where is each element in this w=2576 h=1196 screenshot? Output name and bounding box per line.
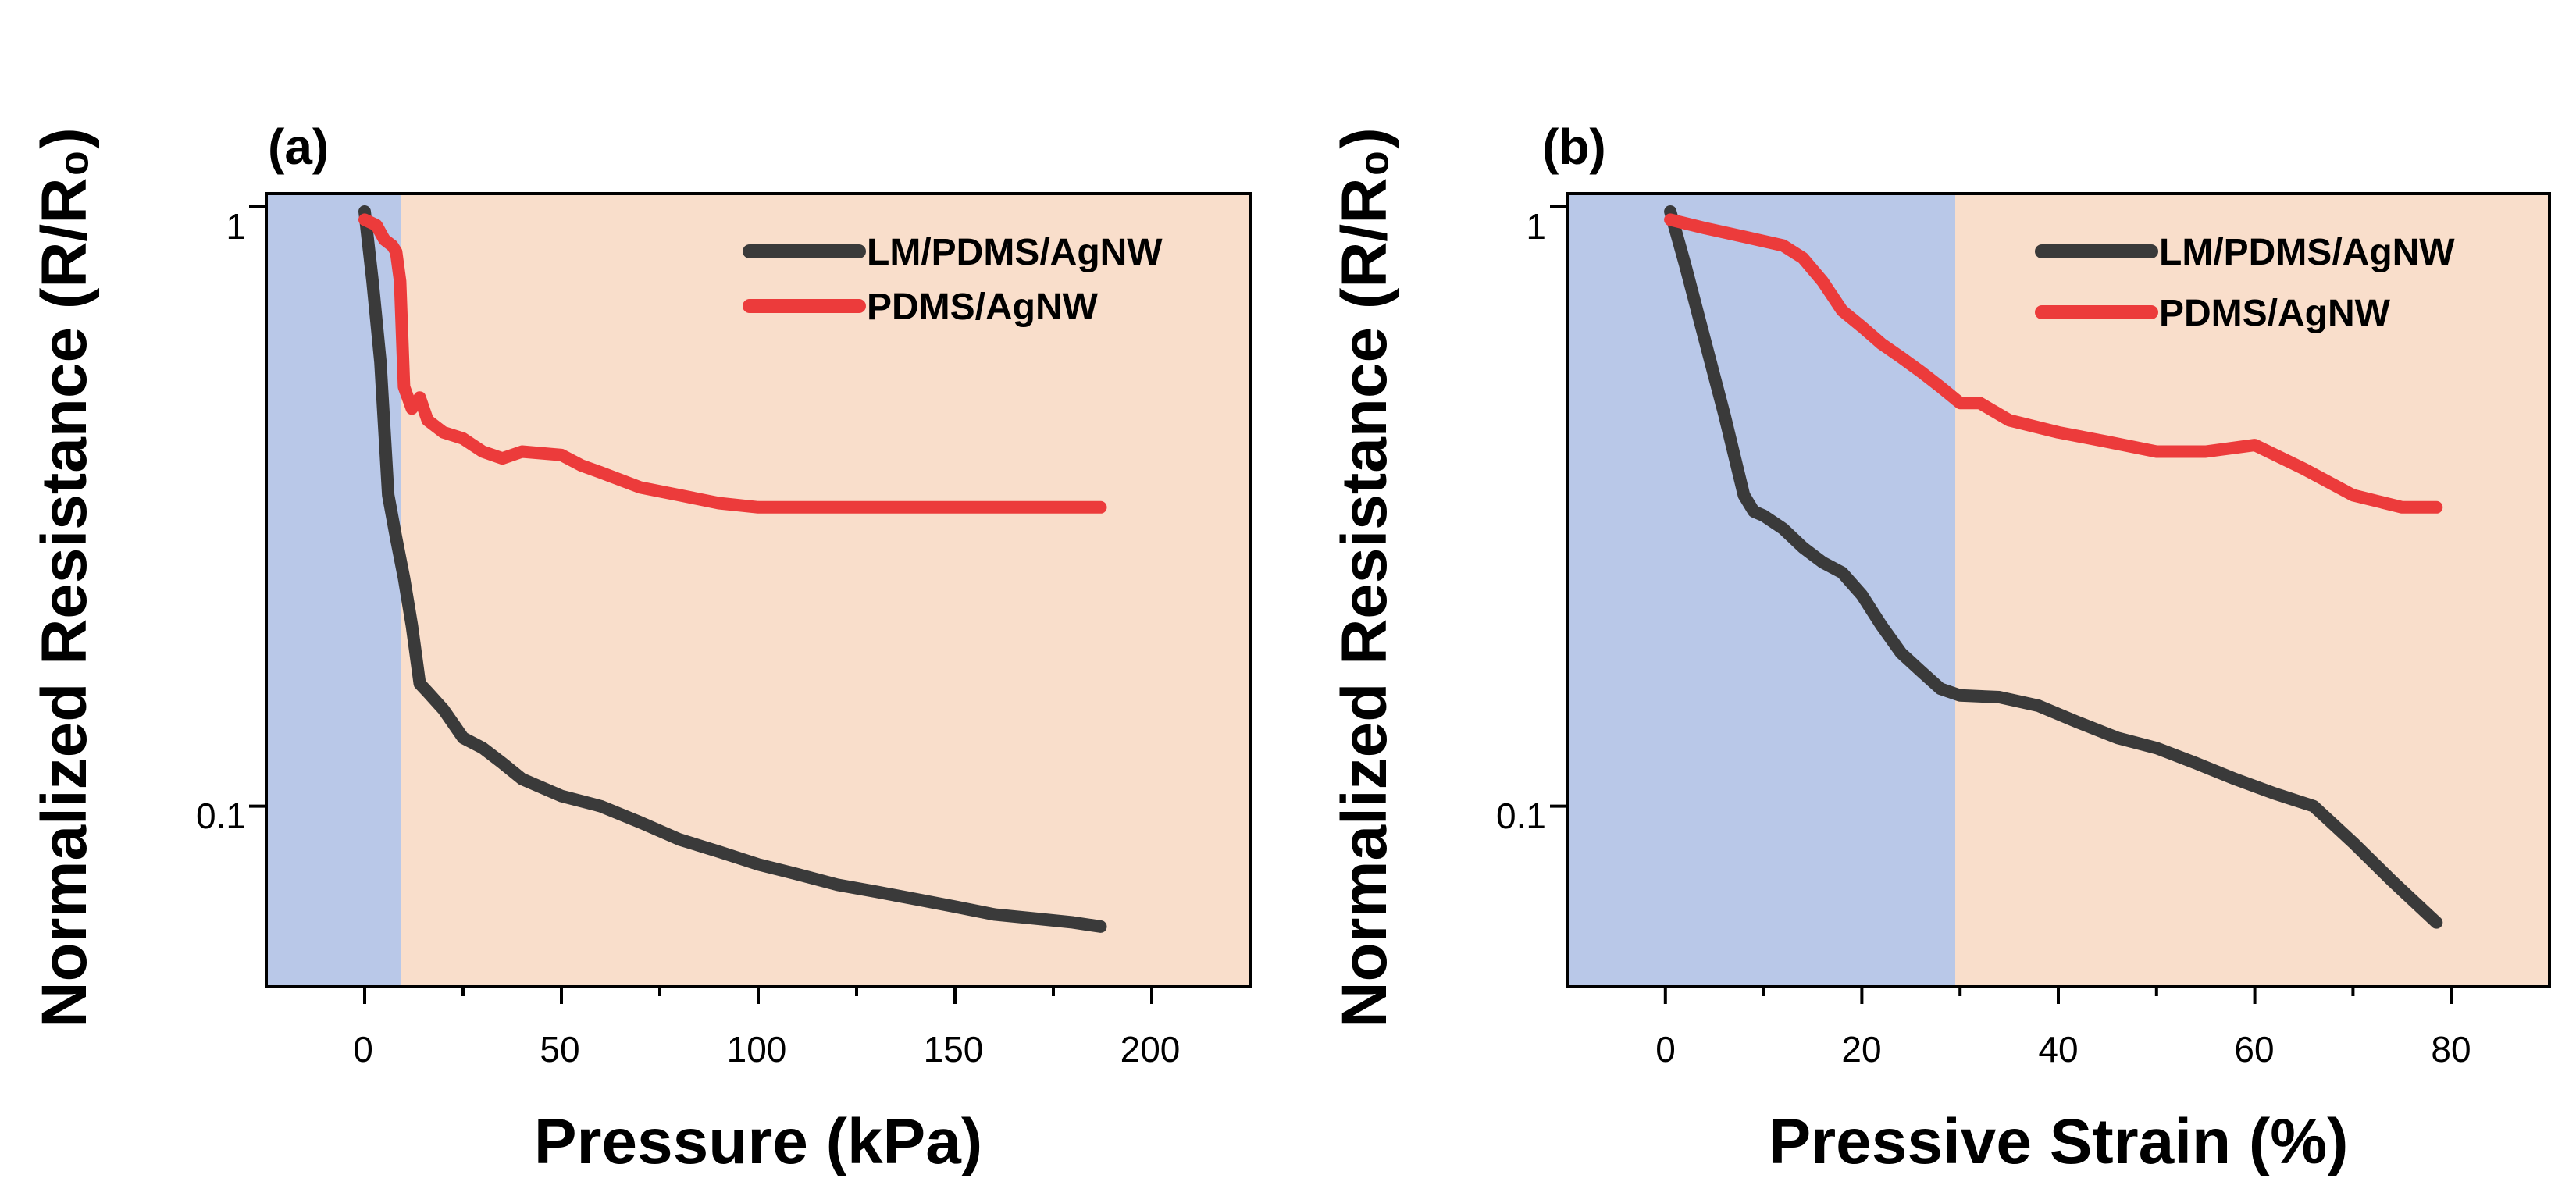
panel-a-region-orange [401,194,1250,987]
panel-a-y-axis-title: Normalized Resistance (R/R₀) [29,127,100,1027]
panel-b-legend-text-lm: LM/PDMS/AgNW [2159,232,2455,273]
panel-a-series-line-pdms [358,213,1107,514]
panel-a-x-axis-title: Pressure (kPa) [534,1106,982,1177]
panel-b: (b) 1 0.1 0 20 40 60 80 Pressive Strain … [1329,119,2551,1177]
panel-b-label: (b) [1542,119,1606,175]
panel-a: (a) 1 0.1 0 50 100 150 200 Pressure (kPa… [29,119,1252,1177]
panel-a-xtick-label-1: 50 [540,1029,579,1070]
panel-b-xtick-label-1: 20 [1841,1029,1881,1070]
panel-b-series-line-lm [1664,205,2443,929]
panel-b-xtick-label-4: 80 [2431,1029,2471,1070]
panel-b-xtick-label-3: 60 [2234,1029,2274,1070]
panel-a-xtick-label-4: 200 [1121,1029,1181,1070]
panel-a-xtick-label-2: 100 [727,1029,787,1070]
panel-b-ytick-label-1: 1 [1526,206,1546,247]
panel-b-xtick-label-0: 0 [1655,1029,1676,1070]
panel-b-region-orange [1955,194,2549,987]
panel-a-legend-text-pdms: PDMS/AgNW [867,287,1099,328]
panel-a-ytick-label-0: 0.1 [196,796,246,836]
panel-b-y-axis-title: Normalized Resistance (R/R₀) [1329,127,1400,1027]
panel-b-ytick-label-0: 0.1 [1496,796,1546,836]
panel-a-legend: LM/PDMS/AgNW PDMS/AgNW [743,232,1163,328]
panel-b-x-axis-title: Pressive Strain (%) [1769,1106,2349,1177]
panel-b-legend: LM/PDMS/AgNW PDMS/AgNW [2035,232,2455,334]
panel-b-legend-text-pdms: PDMS/AgNW [2159,293,2391,334]
panel-a-xtick-label-3: 150 [924,1029,984,1070]
panel-a-series-line-lm [358,205,1107,933]
panel-b-series-line-pdms [1664,213,2443,514]
panel-b-ticks [1550,205,2453,1004]
panel-a-legend-text-lm: LM/PDMS/AgNW [867,232,1163,273]
panel-b-region-blue [1567,194,1955,987]
panel-b-series-group [1664,205,2443,929]
panel-a-series-group [358,205,1107,933]
panel-a-ticks [249,205,1153,1004]
panel-a-ytick-label-1: 1 [226,206,246,247]
panel-a-xtick-label-0: 0 [353,1029,373,1070]
panel-a-label: (a) [268,119,329,175]
panel-b-xtick-label-2: 40 [2038,1029,2078,1070]
